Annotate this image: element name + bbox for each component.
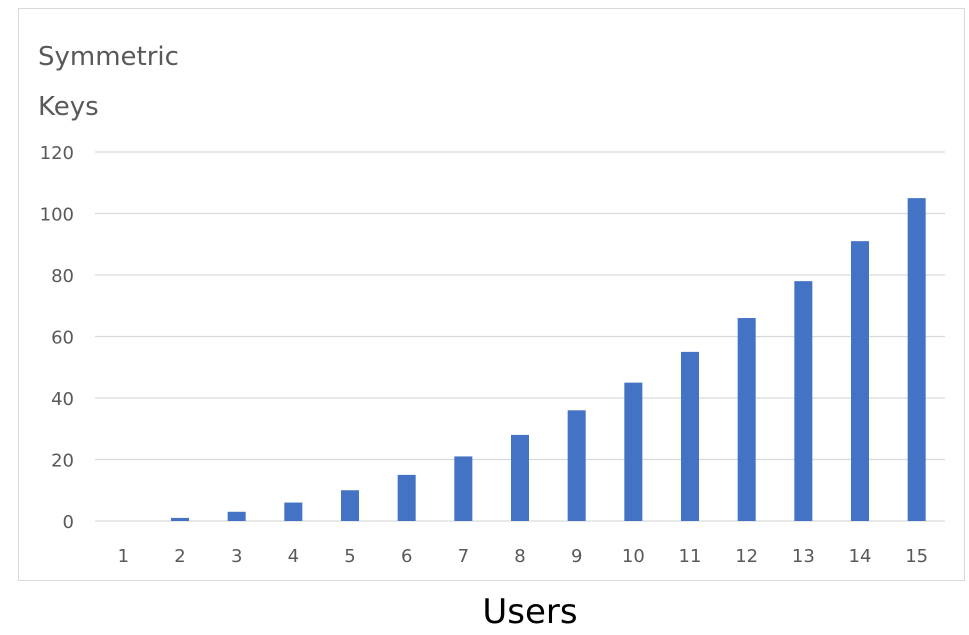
x-tick-label: 3 (231, 546, 242, 567)
bar-12 (737, 318, 756, 521)
x-tick-label: 11 (679, 546, 702, 567)
y-tick-label: 60 (51, 328, 74, 349)
y-tick-label: 120 (40, 143, 74, 164)
x-tick-label: 7 (458, 546, 469, 567)
x-tick-label: 1 (118, 546, 129, 567)
x-tick-label: 2 (174, 546, 185, 567)
y-axis-label-line-1: Symmetric (38, 42, 179, 72)
bar-14 (851, 241, 869, 522)
x-tick-label: 14 (849, 546, 872, 567)
y-tick-label: 80 (51, 266, 74, 287)
x-tick-label: 5 (344, 546, 355, 567)
y-tick-label: 40 (51, 389, 74, 410)
bar-4 (284, 502, 303, 521)
x-tick-label: 13 (792, 546, 815, 567)
bar-9 (567, 410, 586, 521)
x-tick-label: 12 (735, 546, 758, 567)
y-tick-label: 0 (63, 512, 74, 533)
x-tick-label: 4 (288, 546, 299, 567)
x-tick-label: 9 (571, 546, 582, 567)
x-tick-label: 8 (514, 546, 525, 567)
x-axis-ticks: 1 2 3 4 5 6 7 8 9 10 11 12 13 14 15 (118, 546, 929, 567)
bar-5 (341, 490, 359, 521)
y-axis-ticks: 0 20 40 60 80 100 120 (40, 143, 74, 533)
y-tick-label: 20 (51, 451, 74, 472)
bar-13 (794, 281, 813, 521)
bar-3 (227, 511, 246, 521)
bar-10 (624, 382, 643, 521)
bar-11 (681, 351, 699, 521)
x-tick-label: 10 (622, 546, 645, 567)
bar-15 (907, 198, 926, 521)
bar-7 (454, 456, 473, 521)
x-tick-label: 15 (905, 546, 928, 567)
bar-2 (171, 517, 189, 521)
y-axis-label-line-2: Keys (38, 92, 99, 122)
bars (171, 198, 926, 522)
x-axis-label: Users (482, 592, 578, 632)
bar-6 (397, 474, 416, 521)
y-tick-label: 100 (40, 205, 74, 226)
x-tick-label: 6 (401, 546, 412, 567)
bar-8 (511, 434, 529, 521)
